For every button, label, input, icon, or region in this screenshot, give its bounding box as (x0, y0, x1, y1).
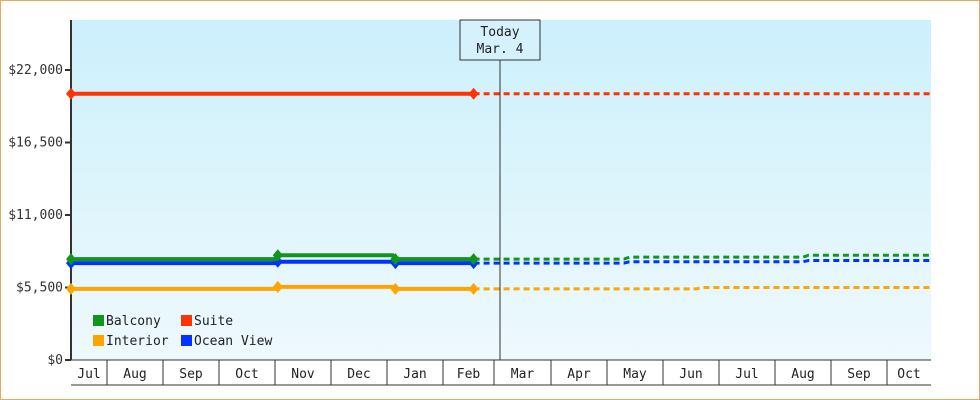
x-axis: Jul Aug Sep Oct Nov Dec Jan Feb Mar Apr May Jun Jul A… (71, 359, 931, 386)
legend-swatch-interior (93, 335, 104, 346)
data-point-marker[interactable] (66, 253, 76, 266)
x-tick-label: Sep (847, 367, 871, 382)
y-tick-label: $11,000 (8, 208, 63, 223)
x-tick-label: Jan (403, 367, 426, 382)
x-tick-label: Apr (567, 367, 591, 382)
legend-label-suite[interactable]: Suite (194, 314, 233, 329)
x-tick-label: Oct (897, 367, 920, 382)
series-line-balcony (71, 253, 474, 262)
legend: Balcony Suite Interior Ocean View (93, 314, 272, 349)
x-tick-label: Jun (679, 367, 702, 382)
series-line-ocean-view (71, 259, 474, 266)
today-label: Today (480, 25, 519, 40)
legend-swatch-balcony (93, 315, 104, 326)
x-tick-label: Dec (347, 367, 370, 382)
x-tick-label: Mar (511, 367, 535, 382)
today-box (459, 19, 541, 61)
legend-label-balcony[interactable]: Balcony (106, 314, 161, 329)
data-point-marker[interactable] (468, 282, 479, 295)
y-tick-label: $22,000 (8, 63, 63, 78)
x-tick-label: Jul (735, 367, 758, 382)
x-tick-label: Nov (291, 367, 315, 382)
series-lines (66, 87, 931, 295)
series-projection-ocean-view (473, 258, 931, 265)
data-point-marker[interactable] (272, 280, 283, 293)
today-date: Mar. 4 (477, 42, 524, 57)
x-tick-label: Feb (457, 367, 481, 382)
today-marker: Today Mar. 4 (459, 19, 541, 360)
data-point-marker[interactable] (66, 282, 76, 295)
x-tick-label: Aug (123, 367, 146, 382)
legend-swatch-suite (181, 315, 192, 326)
data-point-marker[interactable] (272, 249, 283, 262)
x-tick-label: Aug (791, 367, 814, 382)
data-point-marker[interactable] (468, 87, 479, 100)
y-tick-label: $16,500 (8, 136, 63, 151)
series-projection-balcony (473, 253, 931, 261)
y-axis: $0 $5,500 $11,000 $16,500 $22,000 (8, 20, 72, 368)
y-tick-label: $5,500 (16, 281, 63, 296)
series-projection-interior (473, 286, 931, 291)
plot-area (71, 20, 931, 360)
data-point-marker[interactable] (390, 282, 401, 295)
data-point-marker[interactable] (468, 253, 479, 266)
legend-label-ocean-view[interactable]: Ocean View (194, 334, 272, 349)
x-tick-label: Jul (77, 367, 100, 382)
series-line-interior (71, 284, 474, 291)
y-tick-label: $0 (47, 353, 63, 368)
x-tick-label: May (623, 367, 647, 382)
legend-swatch-ocean-view (181, 335, 192, 346)
data-point-marker[interactable] (66, 87, 76, 100)
x-tick-label: Oct (235, 367, 258, 382)
data-point-marker[interactable] (390, 253, 401, 266)
legend-label-interior[interactable]: Interior (106, 334, 169, 349)
data-point-marker[interactable] (272, 255, 283, 268)
x-tick-label: Sep (179, 367, 203, 382)
